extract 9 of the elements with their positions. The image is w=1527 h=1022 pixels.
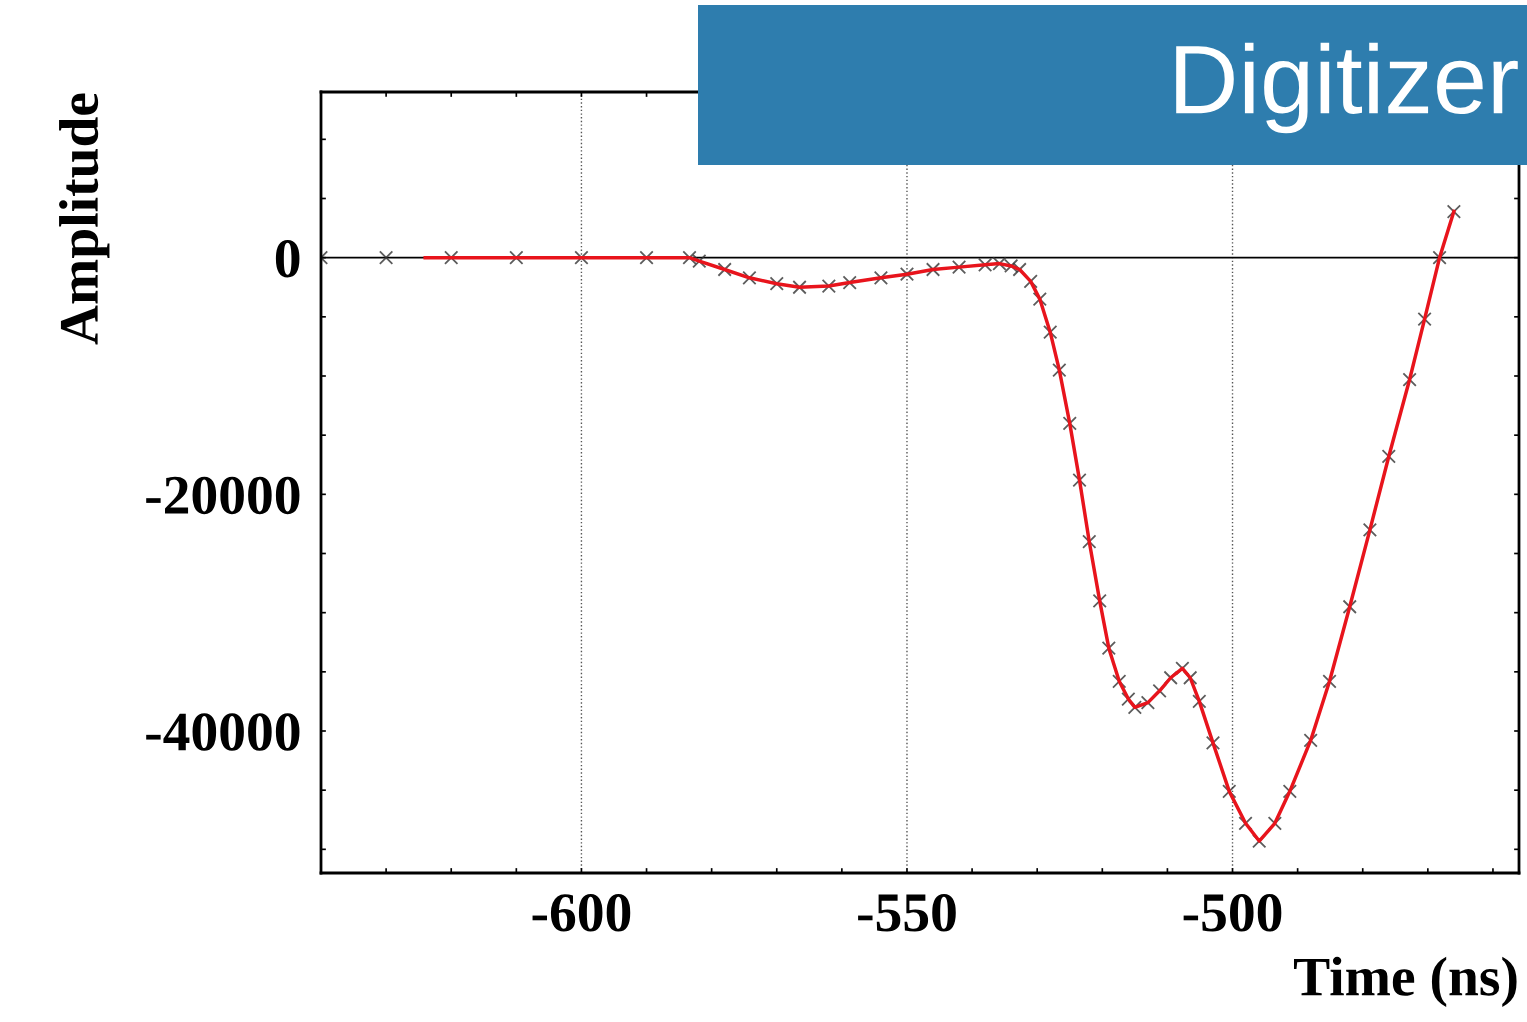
chart-title: Digitizer xyxy=(1176,42,1518,134)
y-axis-title: Amplitude xyxy=(59,93,110,345)
x-tick-label: -600 xyxy=(532,894,631,932)
x-tick-label: -550 xyxy=(858,894,956,932)
x-tick-label: -500 xyxy=(1183,894,1282,932)
y-tick-label: 0 xyxy=(275,240,300,278)
y-tick-label: -20000 xyxy=(146,476,300,515)
x-axis-title: Time (ns) xyxy=(1294,956,1517,1008)
y-tick-label: -40000 xyxy=(146,713,300,751)
